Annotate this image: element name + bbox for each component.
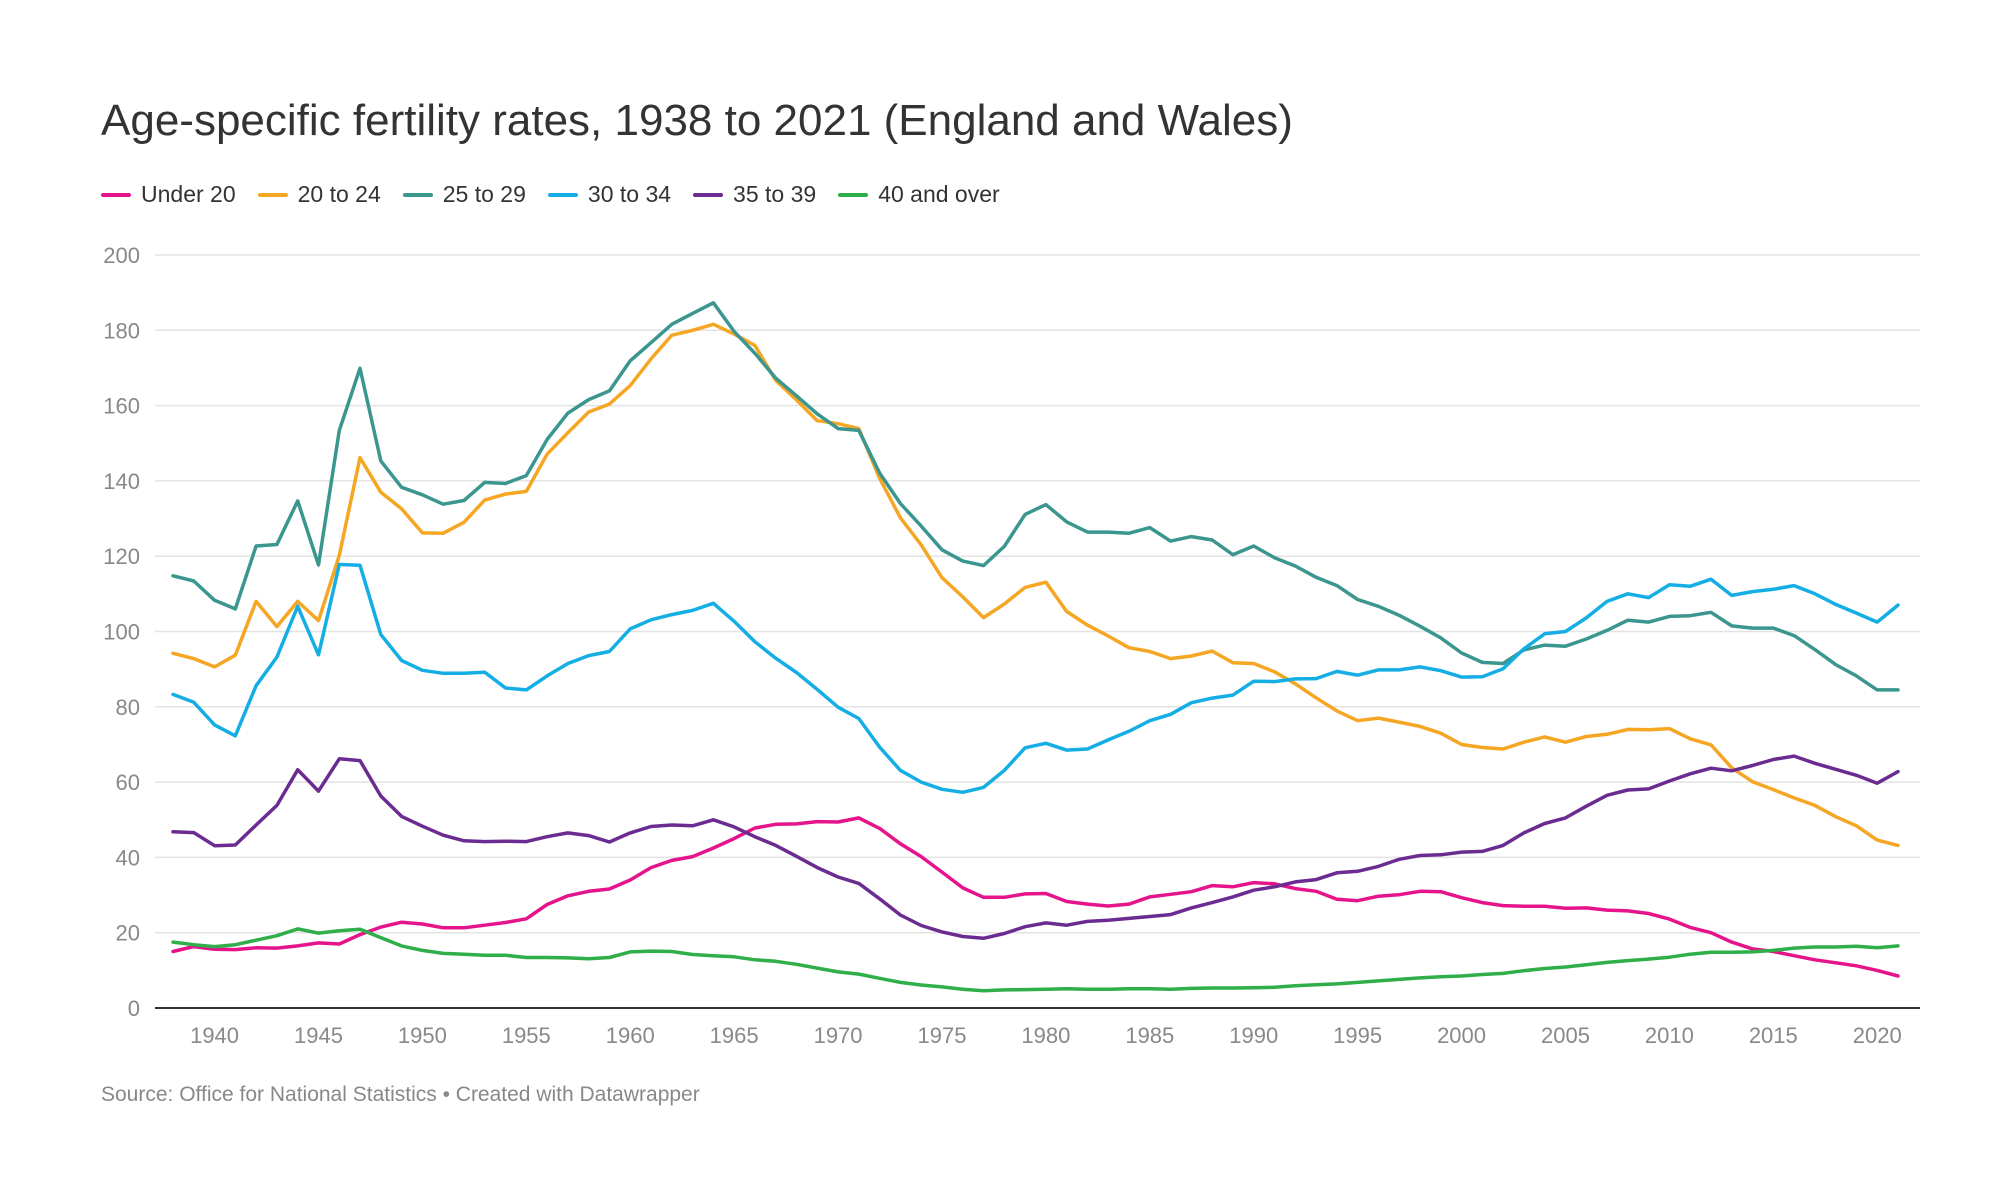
y-tick-label: 100 [103,620,140,645]
y-tick-label: 200 [103,243,140,268]
x-tick-label: 2005 [1541,1023,1590,1048]
x-tick-label: 1995 [1333,1023,1382,1048]
y-tick-label: 60 [116,770,140,795]
series-line-40-and-over [171,927,1900,993]
y-tick-label: 160 [103,394,140,419]
legend-label: 40 and over [878,181,1000,207]
x-tick-label: 2020 [1853,1023,1902,1048]
legend-item: Under 20 [101,181,236,208]
legend-item: 25 to 29 [402,181,526,208]
x-tick-label: 1950 [398,1023,447,1048]
y-tick-label: 0 [128,996,140,1021]
x-tick-label: 1960 [606,1023,655,1048]
x-tick-label: 1965 [710,1023,759,1048]
y-tick-label: 40 [116,845,140,870]
series-line-25-to-29 [171,301,1900,692]
series-line-35-to-39 [171,754,1900,941]
legend-label: 20 to 24 [297,181,381,207]
series-line-20-to-24 [171,322,1900,848]
y-tick-label: 80 [116,695,140,720]
legend-label: Under 20 [141,181,236,207]
legend-label: 35 to 39 [733,181,817,207]
x-tick-label: 1940 [190,1023,239,1048]
legend-swatch [547,192,578,197]
legend-swatch [101,192,131,197]
legend-swatch [693,192,724,197]
x-tick-label: 1975 [917,1023,966,1048]
x-tick-label: 1980 [1021,1023,1070,1048]
legend: Under 20 20 to 24 25 to 29 30 to 34 35 to 39… [101,181,1022,208]
legend-swatch [402,192,433,197]
x-tick-label: 2000 [1437,1023,1486,1048]
x-tick-label: 1990 [1229,1023,1278,1048]
legend-item: 30 to 34 [547,181,672,208]
legend-label: 25 to 29 [442,181,526,207]
x-tick-label: 1970 [814,1023,863,1048]
y-tick-label: 180 [103,318,140,343]
source-note: Source: Office for National Statistics •… [101,1083,700,1106]
legend-item: 35 to 39 [693,181,816,208]
x-tick-label: 2010 [1645,1023,1694,1048]
legend-item: 40 and over [838,181,1000,208]
x-tick-label: 2015 [1749,1023,1798,1048]
legend-swatch [257,192,288,197]
series-line-30-to-34 [171,562,1900,795]
x-tick-label: 1985 [1125,1023,1174,1048]
legend-swatch [838,192,869,197]
x-tick-label: 1945 [294,1023,343,1048]
legend-item: 20 to 24 [257,181,381,208]
y-tick-label: 20 [116,921,140,946]
x-tick-label: 1955 [502,1023,551,1048]
series-line-under-20 [171,816,1900,978]
y-tick-label: 140 [103,469,140,494]
chart-title: Age-specific fertility rates, 1938 to 20… [101,96,1293,145]
legend-label: 30 to 34 [587,181,672,207]
y-tick-label: 120 [103,544,140,569]
